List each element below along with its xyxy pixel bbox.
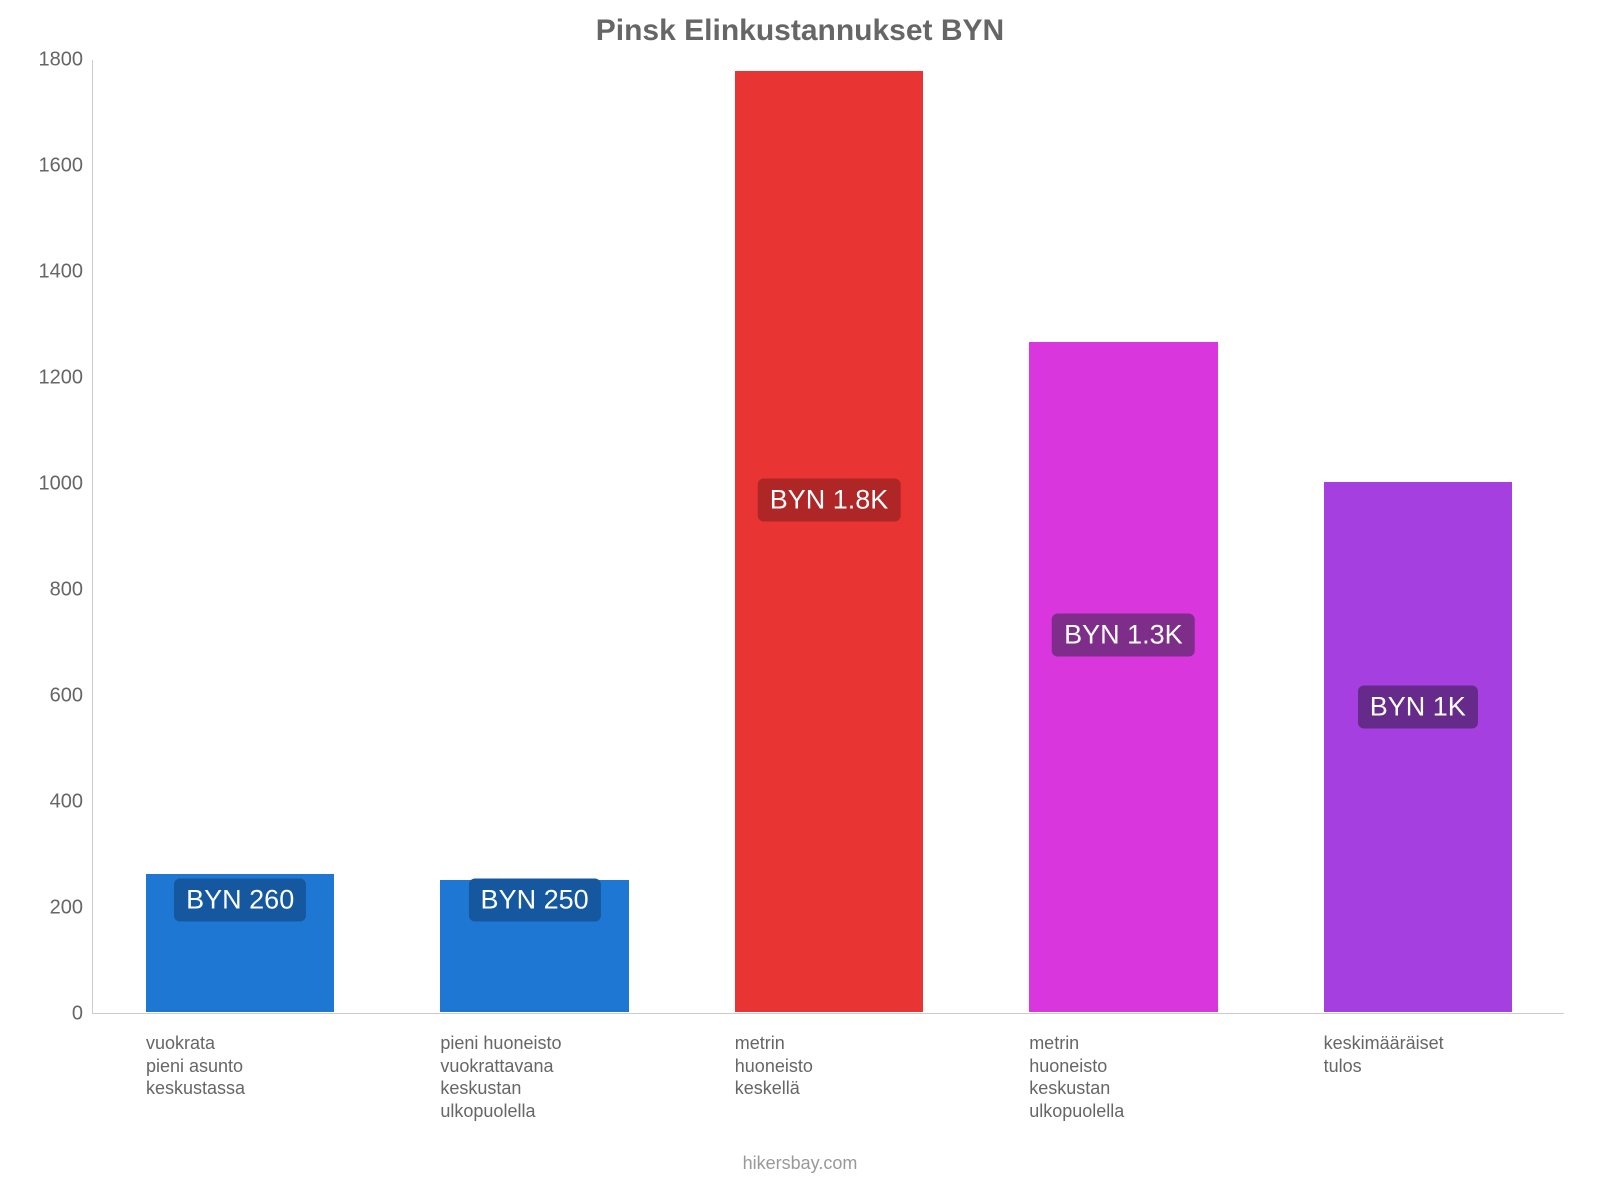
x-axis-label: pieni huoneisto vuokrattavana keskustan … bbox=[440, 1032, 628, 1122]
x-axis-label: vuokrata pieni asunto keskustassa bbox=[146, 1032, 334, 1100]
chart-attribution: hikersbay.com bbox=[0, 1153, 1600, 1174]
x-axis-label: metrin huoneisto keskustan ulkopuolella bbox=[1029, 1032, 1217, 1122]
chart-title: Pinsk Elinkustannukset BYN bbox=[0, 14, 1600, 48]
bar-value-label: BYN 250 bbox=[469, 879, 601, 922]
y-axis-tick: 1600 bbox=[39, 155, 84, 178]
bar-value-label: BYN 1K bbox=[1358, 685, 1478, 728]
y-axis-tick: 1200 bbox=[39, 367, 84, 390]
x-axis-label: keskimääräiset tulos bbox=[1324, 1032, 1512, 1077]
bar bbox=[1029, 342, 1217, 1012]
bar bbox=[1324, 482, 1512, 1012]
chart-container: Pinsk Elinkustannukset BYN 0200400600800… bbox=[0, 0, 1600, 1200]
x-axis-label: metrin huoneisto keskellä bbox=[735, 1032, 923, 1100]
y-axis-tick: 1000 bbox=[39, 473, 84, 496]
y-axis-tick: 1800 bbox=[39, 49, 84, 72]
bar-value-label: BYN 1.8K bbox=[758, 478, 901, 521]
y-axis-tick: 400 bbox=[50, 791, 83, 814]
plot-area: 020040060080010001200140016001800BYN 260… bbox=[92, 60, 1564, 1014]
bar-value-label: BYN 1.3K bbox=[1052, 614, 1195, 657]
y-axis-tick: 200 bbox=[50, 897, 83, 920]
y-axis-tick: 600 bbox=[50, 685, 83, 708]
bar-value-label: BYN 260 bbox=[174, 879, 306, 922]
y-axis-tick: 0 bbox=[72, 1003, 83, 1026]
bar bbox=[735, 71, 923, 1012]
y-axis-tick: 1400 bbox=[39, 261, 84, 284]
y-axis-tick: 800 bbox=[50, 579, 83, 602]
